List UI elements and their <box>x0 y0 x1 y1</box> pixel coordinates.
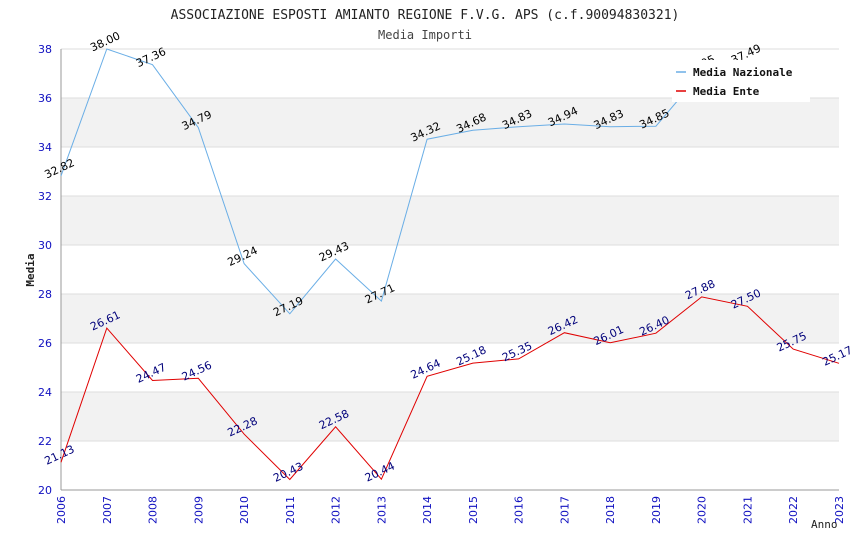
grid-band <box>61 294 839 343</box>
x-tick-label: 2010 <box>238 496 251 524</box>
grid-band <box>61 343 839 392</box>
x-tick-label: 2016 <box>513 496 526 524</box>
x-tick-label: 2018 <box>604 496 617 524</box>
grid-band <box>61 196 839 245</box>
grid-band <box>61 147 839 196</box>
legend-box <box>672 60 810 102</box>
y-tick-label: 28 <box>38 288 52 301</box>
x-tick-label: 2012 <box>330 496 343 524</box>
legend-label: Media Nazionale <box>693 66 793 79</box>
x-tick-label: 2020 <box>696 496 709 524</box>
y-tick-label: 26 <box>38 337 52 350</box>
grid-band <box>61 245 839 294</box>
x-tick-label: 2019 <box>650 496 663 524</box>
x-tick-label: 2017 <box>558 496 571 524</box>
chart-legend: Media Nazionale Media Ente <box>672 60 810 102</box>
y-tick-label: 22 <box>38 435 52 448</box>
series-line-media-nazionale <box>60 48 748 315</box>
x-tick-label: 2006 <box>55 496 68 524</box>
legend-label: Media Ente <box>693 85 760 98</box>
x-tick-label: 2015 <box>467 496 480 524</box>
y-tick-label: 34 <box>38 141 52 154</box>
x-tick-label: 2008 <box>147 496 160 524</box>
grid-band <box>61 392 839 441</box>
y-tick-label: 32 <box>38 190 52 203</box>
x-tick-label: 2007 <box>101 496 114 524</box>
grid-band <box>61 98 839 147</box>
y-tick-label: 24 <box>38 386 52 399</box>
series-line-media-ente <box>60 296 840 481</box>
y-tick-label: 20 <box>38 484 52 497</box>
x-axis-label: Anno <box>811 518 838 531</box>
chart-title: ASSOCIAZIONE ESPOSTI AMIANTO REGIONE F.V… <box>171 8 680 23</box>
x-tick-label: 2014 <box>421 496 434 524</box>
x-tick-label: 2021 <box>741 496 754 524</box>
x-tick-label: 2023 <box>833 496 846 524</box>
x-tick-label: 2009 <box>192 496 205 524</box>
y-tick-label: 36 <box>38 92 52 105</box>
x-tick-label: 2022 <box>787 496 800 524</box>
y-axis-label: Media <box>24 253 37 286</box>
y-tick-label: 30 <box>38 239 52 252</box>
y-tick-label: 38 <box>38 43 52 56</box>
x-tick-label: 2011 <box>284 496 297 524</box>
x-tick-label: 2013 <box>375 496 388 524</box>
grid-band <box>61 441 839 490</box>
chart-subtitle: Media Importi <box>378 28 472 42</box>
